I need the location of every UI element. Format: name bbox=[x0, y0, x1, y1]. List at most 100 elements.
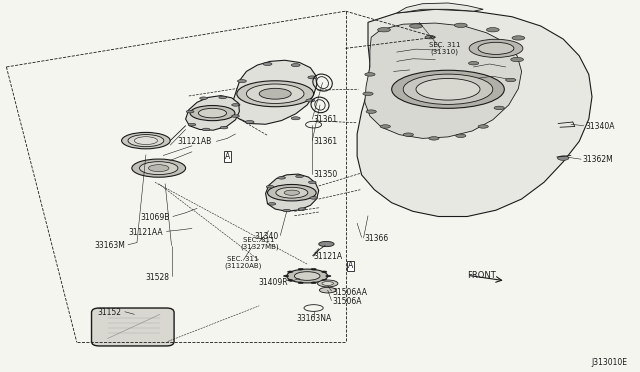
Text: 31361: 31361 bbox=[314, 115, 338, 124]
Text: J313010E: J313010E bbox=[591, 358, 627, 367]
Ellipse shape bbox=[392, 70, 504, 108]
Ellipse shape bbox=[294, 272, 320, 280]
Ellipse shape bbox=[366, 110, 376, 113]
Text: 31506AA: 31506AA bbox=[333, 288, 368, 296]
Ellipse shape bbox=[140, 162, 178, 174]
Ellipse shape bbox=[306, 99, 315, 102]
Ellipse shape bbox=[148, 165, 169, 171]
Text: 31121AB: 31121AB bbox=[177, 137, 211, 146]
Ellipse shape bbox=[298, 282, 303, 284]
Text: 31506A: 31506A bbox=[333, 297, 362, 306]
Ellipse shape bbox=[296, 175, 303, 177]
Ellipse shape bbox=[298, 208, 306, 210]
Ellipse shape bbox=[266, 186, 274, 188]
Ellipse shape bbox=[128, 135, 164, 147]
Text: 31528: 31528 bbox=[146, 273, 170, 282]
Ellipse shape bbox=[298, 268, 303, 270]
Ellipse shape bbox=[232, 115, 239, 117]
Text: 31121AA: 31121AA bbox=[129, 228, 163, 237]
Ellipse shape bbox=[322, 279, 327, 281]
Ellipse shape bbox=[365, 73, 375, 76]
Ellipse shape bbox=[494, 106, 504, 110]
Ellipse shape bbox=[478, 125, 488, 128]
Ellipse shape bbox=[319, 287, 336, 293]
Ellipse shape bbox=[231, 103, 240, 106]
Text: A: A bbox=[348, 262, 353, 270]
Ellipse shape bbox=[511, 57, 524, 62]
Ellipse shape bbox=[200, 97, 207, 99]
Ellipse shape bbox=[268, 185, 316, 201]
Polygon shape bbox=[266, 174, 319, 211]
Ellipse shape bbox=[283, 209, 291, 212]
Text: 33163M: 33163M bbox=[94, 241, 125, 250]
Text: A: A bbox=[225, 152, 230, 161]
Ellipse shape bbox=[512, 36, 525, 40]
Ellipse shape bbox=[308, 181, 316, 183]
Ellipse shape bbox=[429, 137, 439, 140]
Ellipse shape bbox=[363, 92, 373, 96]
Ellipse shape bbox=[219, 96, 227, 99]
Ellipse shape bbox=[311, 268, 316, 270]
Ellipse shape bbox=[416, 78, 480, 100]
Ellipse shape bbox=[317, 280, 338, 287]
Text: 31121A: 31121A bbox=[314, 252, 343, 261]
Ellipse shape bbox=[278, 177, 285, 179]
Ellipse shape bbox=[186, 110, 194, 113]
Ellipse shape bbox=[403, 74, 493, 105]
Polygon shape bbox=[186, 96, 239, 130]
Ellipse shape bbox=[132, 159, 186, 177]
FancyBboxPatch shape bbox=[92, 308, 174, 346]
Ellipse shape bbox=[220, 126, 228, 129]
Text: 31409R: 31409R bbox=[259, 278, 288, 287]
Ellipse shape bbox=[190, 106, 235, 121]
Polygon shape bbox=[233, 60, 317, 124]
Ellipse shape bbox=[232, 104, 239, 106]
Ellipse shape bbox=[425, 35, 435, 39]
Ellipse shape bbox=[284, 190, 300, 195]
Ellipse shape bbox=[506, 78, 516, 82]
Ellipse shape bbox=[287, 269, 328, 283]
Ellipse shape bbox=[202, 128, 210, 131]
Text: 31362M: 31362M bbox=[582, 155, 613, 164]
Ellipse shape bbox=[310, 197, 317, 199]
Text: SEC. 311
(31327MB): SEC. 311 (31327MB) bbox=[240, 237, 278, 250]
Text: 31152: 31152 bbox=[97, 308, 122, 317]
Ellipse shape bbox=[237, 80, 246, 83]
Ellipse shape bbox=[268, 203, 276, 205]
Ellipse shape bbox=[319, 241, 334, 247]
Ellipse shape bbox=[287, 271, 292, 273]
Ellipse shape bbox=[259, 88, 291, 99]
Ellipse shape bbox=[198, 108, 227, 118]
Ellipse shape bbox=[454, 23, 467, 28]
Text: 31350: 31350 bbox=[314, 170, 338, 179]
Ellipse shape bbox=[469, 39, 523, 57]
Ellipse shape bbox=[237, 81, 314, 107]
Text: 33163NA: 33163NA bbox=[296, 314, 332, 323]
Ellipse shape bbox=[276, 187, 308, 198]
Text: 31361: 31361 bbox=[314, 137, 338, 146]
Ellipse shape bbox=[122, 132, 170, 149]
Ellipse shape bbox=[410, 24, 422, 28]
Ellipse shape bbox=[291, 117, 300, 120]
Ellipse shape bbox=[188, 124, 196, 126]
Ellipse shape bbox=[322, 271, 327, 273]
Text: 31366: 31366 bbox=[365, 234, 389, 243]
Ellipse shape bbox=[403, 133, 413, 137]
Text: 31340A: 31340A bbox=[586, 122, 615, 131]
Polygon shape bbox=[357, 9, 592, 217]
Ellipse shape bbox=[322, 282, 333, 285]
Ellipse shape bbox=[263, 62, 272, 65]
Ellipse shape bbox=[311, 282, 316, 284]
Ellipse shape bbox=[134, 137, 157, 144]
Text: 31069B: 31069B bbox=[140, 213, 170, 222]
Ellipse shape bbox=[246, 84, 304, 103]
Text: FRONT: FRONT bbox=[467, 271, 496, 280]
Text: SEC. 311
(31120AB): SEC. 311 (31120AB) bbox=[225, 256, 262, 269]
Text: SEC. 311
(31310): SEC. 311 (31310) bbox=[429, 42, 461, 55]
Text: 31340: 31340 bbox=[254, 232, 278, 241]
Polygon shape bbox=[397, 3, 483, 13]
Ellipse shape bbox=[308, 76, 317, 79]
Ellipse shape bbox=[478, 42, 514, 54]
Ellipse shape bbox=[486, 28, 499, 32]
Ellipse shape bbox=[245, 121, 254, 124]
